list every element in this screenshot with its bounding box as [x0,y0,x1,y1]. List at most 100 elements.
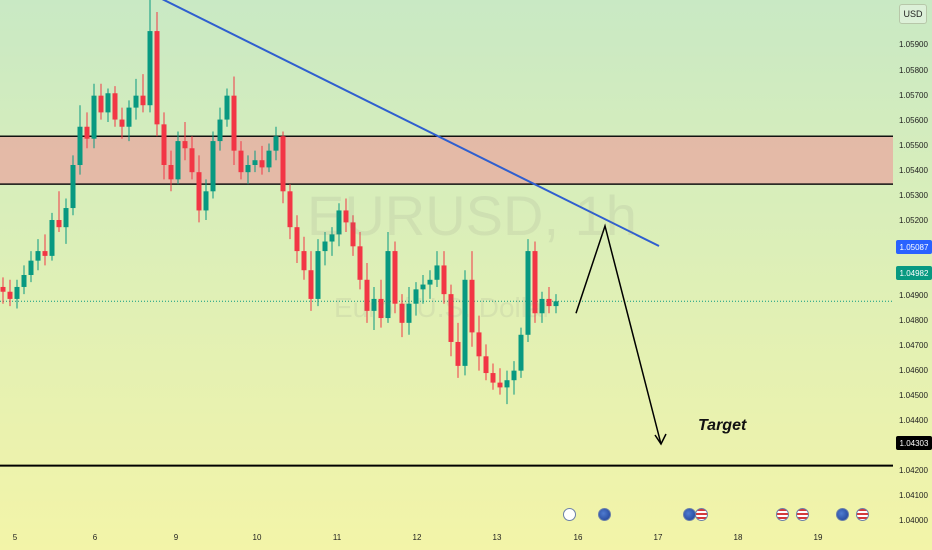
candle-body [98,95,104,113]
candle-body [49,220,55,256]
projection-path [575,223,662,445]
candle-body [504,380,510,388]
candle-body [273,136,279,151]
y-tick-label: 1.04700 [899,341,928,350]
candle-body [126,107,132,127]
y-tick-label: 1.05400 [899,166,928,175]
us-flag-event-icon[interactable] [856,508,869,521]
candle-body [294,227,300,252]
candle-body [28,260,34,275]
candle-body [168,165,174,180]
description-watermark: Euro / U.S. Dollar [334,292,552,323]
candle-body [140,95,146,106]
x-tick-label: 6 [92,533,98,542]
candle-body [210,141,216,192]
candle-body [441,265,447,295]
flash-event-icon[interactable] [563,508,576,521]
x-tick-label: 10 [252,533,262,542]
candle-body [406,303,412,323]
globe-event-icon[interactable] [598,508,611,521]
candle-body [7,291,13,299]
candle-body [84,126,90,139]
y-tick-label: 1.04400 [899,416,928,425]
globe-event-icon[interactable] [836,508,849,521]
candle-body [35,251,41,261]
candle-body [14,286,20,299]
candle-body [42,251,48,256]
resistance-zone-layer [0,135,893,185]
candle-body [196,172,202,211]
candle-body [217,119,223,142]
x-tick-label: 17 [653,533,663,542]
candle-body [252,160,258,165]
y-tick-label: 1.05300 [899,191,928,200]
candle-body [91,95,97,139]
candle-body [77,126,83,165]
candle-body [343,210,349,223]
candle-body [539,298,545,314]
candle-body [546,298,552,307]
y-tick-label: 1.04100 [899,491,928,500]
y-tick-label: 1.05700 [899,91,928,100]
candle-body [203,191,209,211]
currency-button[interactable]: USD [899,4,927,24]
x-tick-label: 18 [733,533,743,542]
candle-body [357,246,363,280]
candle-body [518,334,524,371]
descending-trendline [161,0,660,247]
candle-body [56,220,62,228]
x-tick-label: 16 [573,533,583,542]
candle-body [350,222,356,247]
candle-body [399,303,405,323]
candle-body [266,150,272,168]
y-tick-label: 1.04200 [899,466,928,475]
candle-body [413,289,419,304]
us-flag-event-icon[interactable] [695,508,708,521]
candle-body [21,275,27,287]
x-tick-label: 12 [412,533,422,542]
candle-body [378,298,384,319]
candle-body [245,165,251,173]
candle-body [469,279,475,333]
candle-body [455,341,461,366]
candle-body [308,270,314,299]
candle-body [133,95,139,108]
y-tick-label: 1.05500 [899,141,928,150]
candle-body [287,191,293,228]
y-tick-label: 1.04500 [899,391,928,400]
candle-body [301,251,307,271]
candle-body [476,332,482,357]
candle-body [154,31,160,125]
y-tick-label: 1.05600 [899,116,928,125]
candle-body [525,251,531,335]
projection-arrowhead [654,433,667,446]
candles-layer [0,0,559,405]
candle-body [161,124,167,165]
candle-body [189,148,195,173]
drawings-layer [161,0,667,446]
candle-body [532,251,538,314]
candle-body [329,234,335,242]
y-tick-label: 1.05200 [899,216,928,225]
candle-body [364,279,370,311]
x-tick-label: 11 [332,533,342,542]
us-flag-event-icon[interactable] [776,508,789,521]
candle-body [182,141,188,149]
target-annotation[interactable]: Target [698,417,747,434]
candle-body [63,208,69,228]
candle-body [280,136,286,192]
target-price-label: 1.04303 [896,436,932,450]
us-flag-event-icon[interactable] [796,508,809,521]
candle-body [462,279,468,366]
x-tick-label: 5 [12,533,18,542]
candle-body [322,241,328,252]
candle-body [427,279,433,285]
candle-body [224,95,230,120]
candle-body [483,356,489,374]
candle-body [553,301,559,307]
last-price-label: 1.04982 [896,266,932,280]
y-tick-label: 1.04000 [899,516,928,525]
candle-body [175,141,181,180]
